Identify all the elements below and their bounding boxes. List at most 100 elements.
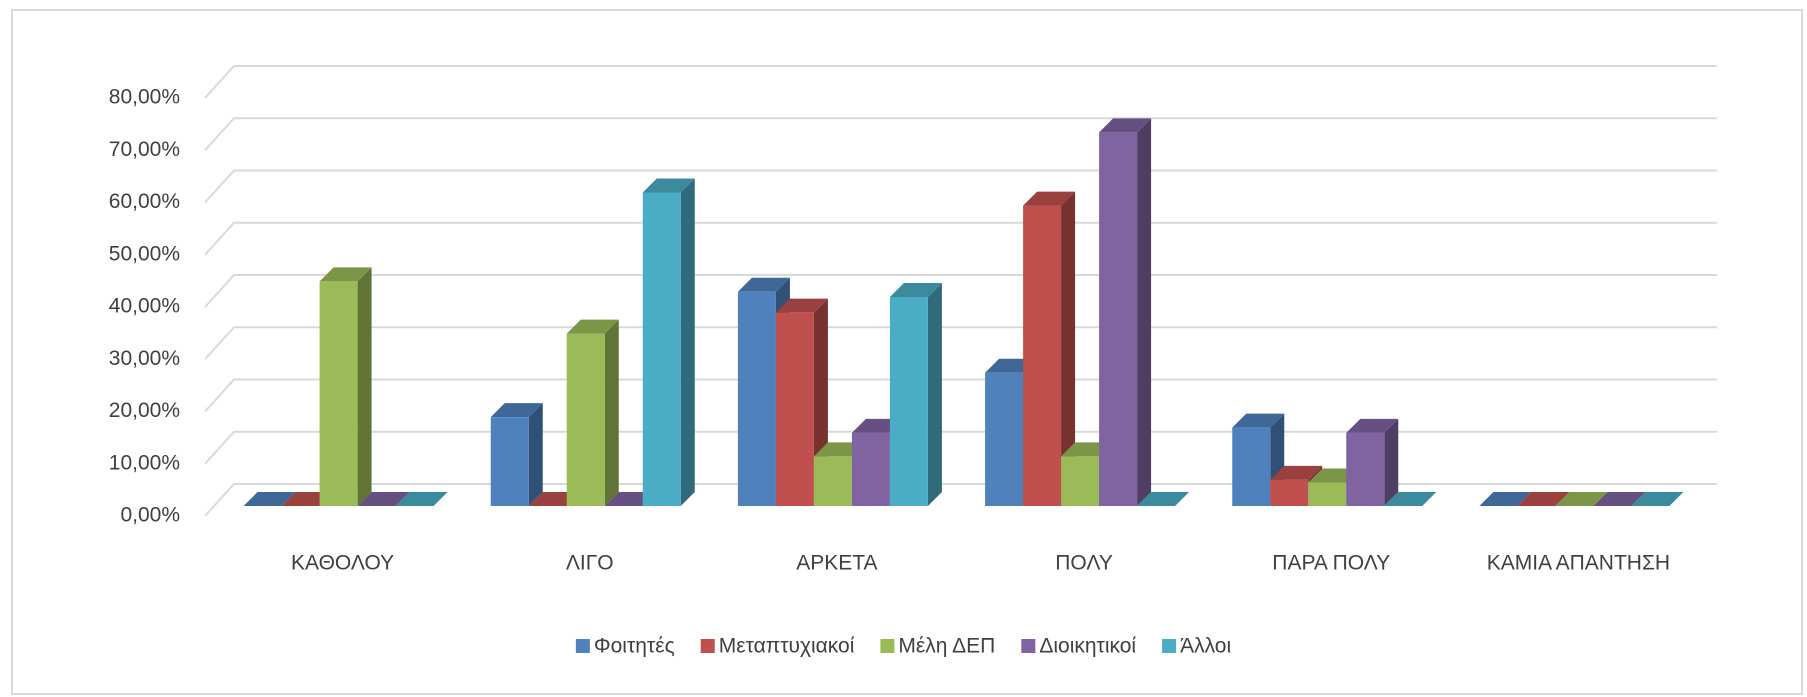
bar-top — [395, 492, 448, 506]
bar-front — [889, 297, 928, 506]
bar — [1023, 191, 1076, 506]
x-tick-label: ΠΑΡΑ ΠΟΛΥ — [1272, 552, 1390, 575]
bar-top — [1023, 191, 1076, 206]
bar-top — [737, 277, 790, 292]
bar-side — [357, 267, 372, 506]
bar-top — [357, 492, 410, 506]
bar-top — [1631, 492, 1684, 506]
y-tick-label: 10,00% — [109, 451, 180, 474]
bar-top — [775, 298, 828, 313]
bar-side — [528, 403, 543, 506]
bar — [1631, 492, 1684, 506]
bar-side — [680, 178, 695, 506]
x-tick-label: ΑΡΚΕΤΑ — [796, 552, 877, 575]
legend-label: Διοικητικοί — [1039, 635, 1136, 658]
bar-side — [927, 283, 942, 506]
bar-top — [319, 267, 372, 282]
grid-line — [204, 221, 1717, 256]
bar-side — [1137, 118, 1152, 506]
y-tick-label: 80,00% — [109, 86, 180, 109]
bar — [490, 403, 543, 506]
bar-front — [985, 372, 1024, 506]
bar-top — [1232, 413, 1285, 428]
legend-label: Άλλοι — [1180, 635, 1231, 658]
grid-line — [204, 430, 1717, 465]
bar-front — [642, 192, 681, 506]
bar-group — [243, 267, 448, 506]
y-tick-label: 60,00% — [109, 190, 180, 213]
bar — [1384, 492, 1437, 506]
bar-front — [319, 281, 358, 506]
grid-line — [204, 274, 1717, 308]
bar-top — [889, 283, 942, 297]
x-tick-label: ΠΟΛΥ — [1055, 552, 1113, 575]
y-tick-label: 50,00% — [109, 242, 180, 265]
legend: Φοιτητές Μεταπτυχιακοί Μέλη ΔΕΠ Διοικητικοί… — [575, 635, 1231, 658]
bar-top — [490, 403, 543, 418]
bar — [357, 492, 410, 506]
bar-top — [1137, 492, 1190, 506]
legend-swatch — [880, 639, 895, 653]
bar-top — [1384, 492, 1437, 506]
legend-label: Μέλη ΔΕΠ — [898, 635, 995, 658]
bar-group — [1479, 492, 1684, 506]
x-tick-label: ΛΙΓΟ — [566, 552, 614, 575]
bar — [566, 319, 619, 506]
bar-front — [1346, 432, 1385, 506]
bar-front — [1099, 132, 1138, 506]
bar — [1555, 492, 1608, 506]
bar — [1099, 118, 1152, 506]
x-tick-label: ΚΑΜΙΑ ΑΠΑΝΤΗΣΗ — [1487, 552, 1670, 575]
bar-group — [985, 118, 1190, 506]
grid-line — [204, 326, 1717, 360]
bar-top — [1346, 418, 1399, 433]
bar — [1346, 418, 1399, 506]
y-tick-label: 40,00% — [109, 295, 180, 318]
bar-front — [566, 333, 605, 506]
bar-front — [490, 417, 529, 506]
bar-group — [1232, 413, 1437, 506]
grid-line — [204, 483, 1717, 517]
legend-swatch — [1021, 639, 1036, 653]
y-tick-label: 70,00% — [109, 138, 180, 161]
y-tick-label: 20,00% — [109, 399, 180, 422]
bar-front — [1023, 205, 1062, 506]
bar-top — [642, 178, 695, 193]
grid-line — [204, 378, 1717, 413]
bar-top — [1555, 492, 1608, 506]
bar-front — [737, 291, 776, 506]
grid-line — [204, 169, 1717, 204]
bar-front — [851, 432, 890, 506]
bar-top — [1593, 492, 1646, 506]
grid-line — [204, 117, 1717, 151]
bar-group — [737, 277, 942, 506]
bar — [319, 267, 372, 506]
bar-top — [1099, 118, 1152, 133]
bar — [395, 492, 448, 506]
legend-swatch — [700, 639, 715, 653]
bar — [243, 492, 296, 506]
bar — [1593, 492, 1646, 506]
bar-top — [243, 492, 296, 506]
bar — [1479, 492, 1532, 506]
grid-line — [204, 65, 1717, 99]
bar-front — [1061, 456, 1100, 506]
bar — [1517, 492, 1570, 506]
bar-front — [1232, 427, 1271, 506]
bar — [642, 178, 695, 506]
legend-label: Φοιτητές — [594, 635, 675, 658]
legend-label: Μεταπτυχιακοί — [719, 635, 855, 658]
bar-side — [604, 319, 619, 506]
bar-front — [1270, 479, 1309, 506]
bar-front — [813, 456, 852, 506]
bar — [889, 283, 942, 506]
legend-swatch — [575, 639, 590, 653]
y-tick-label: 0,00% — [120, 504, 180, 527]
bar-side — [1061, 191, 1076, 506]
y-tick-label: 30,00% — [109, 347, 180, 370]
bar-top — [1479, 492, 1532, 506]
bar-top — [566, 319, 619, 334]
bar-group — [490, 178, 695, 506]
bar-front — [1308, 482, 1347, 506]
